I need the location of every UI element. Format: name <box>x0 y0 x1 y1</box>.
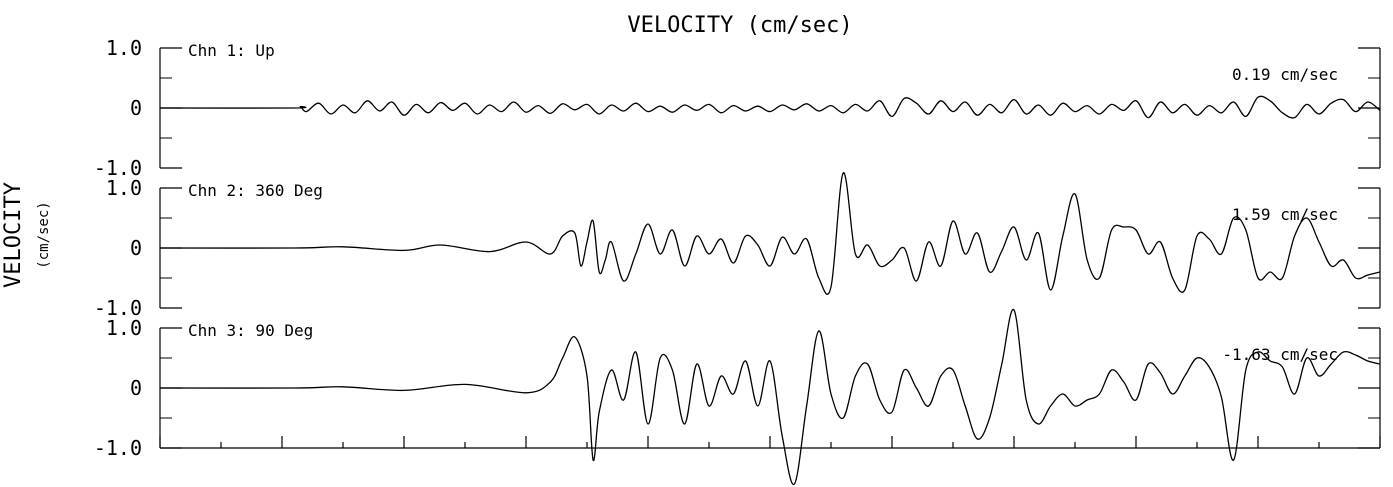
waveform-line <box>159 172 1381 295</box>
y-tick-label: 1.0 <box>106 316 142 340</box>
channel-panels: 1.0 0 -1.0 Chn 1: Up 0.19 cm/sec 1.0 0 -1.0 Chn … <box>94 36 1381 485</box>
peak-velocity-label: 1.59 cm/sec <box>1232 205 1338 224</box>
panel-3: 1.0 0 -1.0 Chn 3: 90 Deg -1.63 cm/sec <box>94 309 1381 485</box>
y-tick-label: 1.0 <box>106 176 142 200</box>
y-axis-unit-label: (cm/sec) <box>36 201 52 268</box>
y-tick-label: -1.0 <box>94 436 142 460</box>
y-tick-label: 0 <box>130 236 142 260</box>
y-tick-label: 0 <box>130 96 142 120</box>
waveform-line <box>159 309 1381 485</box>
waveform-line <box>159 95 1381 119</box>
y-tick-label: -1.0 <box>94 296 142 320</box>
y-tick-label: -1.0 <box>94 156 142 180</box>
panel-1: 1.0 0 -1.0 Chn 1: Up 0.19 cm/sec <box>94 36 1381 180</box>
y-tick-label: 0 <box>130 376 142 400</box>
y-tick-label: 1.0 <box>106 36 142 60</box>
channel-label: Chn 2: 360 Deg <box>188 181 323 200</box>
chart-title: VELOCITY (cm/sec) <box>627 13 852 38</box>
channel-label: Chn 1: Up <box>188 41 275 60</box>
channel-label: Chn 3: 90 Deg <box>188 321 313 340</box>
peak-velocity-label: 0.19 cm/sec <box>1232 65 1338 84</box>
panel-2: 1.0 0 -1.0 Chn 2: 360 Deg 1.59 cm/sec <box>94 172 1381 320</box>
peak-velocity-label: -1.63 cm/sec <box>1222 345 1338 364</box>
time-axis <box>159 436 1381 449</box>
y-axis-label: VELOCITY <box>1 182 26 288</box>
